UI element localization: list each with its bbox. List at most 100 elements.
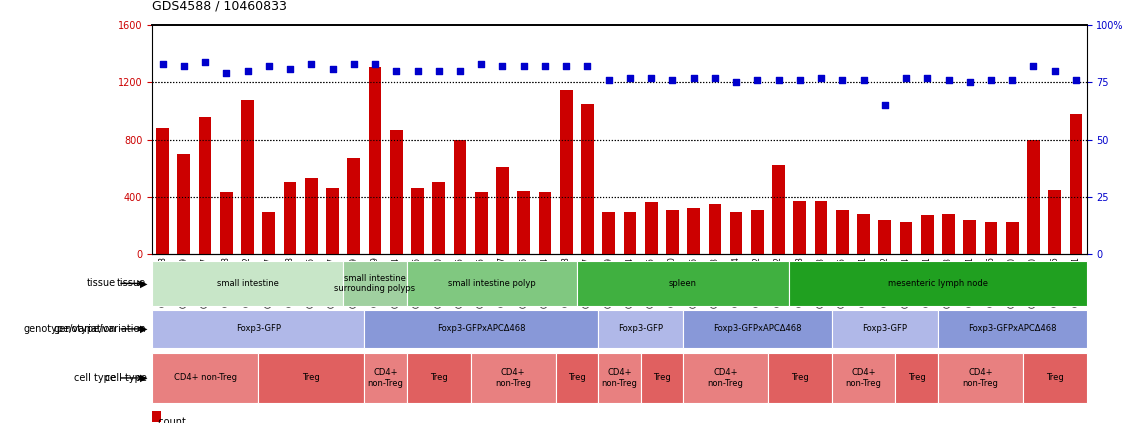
- Bar: [199, 117, 212, 254]
- Text: CD4+
non-Treg: CD4+ non-Treg: [495, 368, 531, 387]
- Text: Foxp3-GFPxAPCΔ468: Foxp3-GFPxAPCΔ468: [713, 324, 802, 333]
- Point: [452, 68, 470, 74]
- Bar: [900, 222, 912, 254]
- Text: CD4+ non-Treg: CD4+ non-Treg: [173, 374, 236, 382]
- Bar: [258, 353, 365, 403]
- Bar: [581, 104, 593, 254]
- Bar: [432, 182, 445, 254]
- Point: [217, 70, 235, 77]
- Bar: [555, 353, 598, 403]
- Bar: [454, 140, 466, 254]
- Bar: [641, 353, 683, 403]
- Point: [1025, 63, 1043, 70]
- Bar: [772, 165, 785, 254]
- Point: [960, 79, 978, 86]
- Bar: [577, 261, 789, 306]
- Text: Treg: Treg: [430, 374, 448, 382]
- Point: [387, 68, 405, 74]
- Point: [1067, 77, 1085, 84]
- Point: [302, 61, 320, 68]
- Bar: [178, 154, 190, 254]
- Bar: [284, 182, 296, 254]
- Point: [620, 74, 638, 81]
- Point: [749, 77, 767, 84]
- Bar: [471, 353, 555, 403]
- Text: ▶: ▶: [140, 278, 148, 288]
- Bar: [517, 191, 530, 254]
- Text: cell type: cell type: [105, 373, 146, 383]
- Bar: [835, 209, 849, 254]
- Bar: [984, 222, 998, 254]
- Bar: [343, 261, 406, 306]
- Point: [919, 74, 937, 81]
- Point: [153, 61, 171, 68]
- Point: [876, 102, 894, 109]
- Bar: [964, 220, 976, 254]
- Point: [430, 68, 448, 74]
- Point: [323, 66, 341, 72]
- Bar: [390, 129, 403, 254]
- Bar: [751, 209, 763, 254]
- Bar: [497, 167, 509, 254]
- Bar: [921, 215, 933, 254]
- Point: [260, 63, 278, 70]
- Point: [855, 77, 873, 84]
- Bar: [645, 203, 658, 254]
- Bar: [857, 214, 870, 254]
- Bar: [938, 310, 1087, 348]
- Point: [685, 74, 703, 81]
- Text: Foxp3-GFP: Foxp3-GFP: [863, 324, 908, 333]
- Bar: [667, 209, 679, 254]
- Text: small intestine
surrounding polyps: small intestine surrounding polyps: [334, 274, 415, 293]
- Bar: [815, 201, 828, 254]
- Point: [833, 77, 851, 84]
- Point: [982, 77, 1000, 84]
- Text: CD4+
non-Treg: CD4+ non-Treg: [846, 368, 882, 387]
- Bar: [624, 212, 636, 254]
- Point: [663, 77, 681, 84]
- Bar: [368, 67, 382, 254]
- Text: Treg: Treg: [653, 374, 671, 382]
- Bar: [406, 261, 577, 306]
- Bar: [348, 158, 360, 254]
- Bar: [878, 220, 891, 254]
- Point: [515, 63, 533, 70]
- Point: [282, 66, 300, 72]
- Bar: [1070, 114, 1082, 254]
- Text: tissue: tissue: [117, 278, 146, 288]
- Point: [345, 61, 363, 68]
- Bar: [157, 128, 169, 254]
- Text: genotype/variation: genotype/variation: [54, 324, 146, 334]
- Point: [1046, 68, 1064, 74]
- Bar: [220, 192, 233, 254]
- Bar: [789, 261, 1087, 306]
- Bar: [598, 310, 683, 348]
- Bar: [598, 353, 641, 403]
- Point: [790, 77, 808, 84]
- Bar: [262, 212, 275, 254]
- Point: [239, 68, 257, 74]
- Bar: [768, 353, 832, 403]
- Bar: [832, 310, 938, 348]
- Point: [366, 61, 384, 68]
- Text: Foxp3-GFPxAPCΔ468: Foxp3-GFPxAPCΔ468: [968, 324, 1056, 333]
- Text: ▶: ▶: [140, 373, 148, 383]
- Bar: [1048, 190, 1061, 254]
- Point: [557, 63, 575, 70]
- Point: [939, 77, 957, 84]
- Bar: [152, 310, 365, 348]
- Bar: [365, 353, 406, 403]
- Point: [642, 74, 660, 81]
- Bar: [1027, 140, 1040, 254]
- Bar: [683, 353, 768, 403]
- Text: CD4+
non-Treg: CD4+ non-Treg: [601, 368, 637, 387]
- Point: [579, 63, 597, 70]
- Bar: [327, 188, 339, 254]
- Text: small intestine polyp: small intestine polyp: [448, 279, 536, 288]
- Bar: [538, 192, 552, 254]
- Bar: [602, 212, 615, 254]
- Text: Foxp3-GFPxAPCΔ468: Foxp3-GFPxAPCΔ468: [437, 324, 526, 333]
- Text: small intestine: small intestine: [216, 279, 278, 288]
- Bar: [365, 310, 598, 348]
- Text: cell type: cell type: [74, 373, 116, 383]
